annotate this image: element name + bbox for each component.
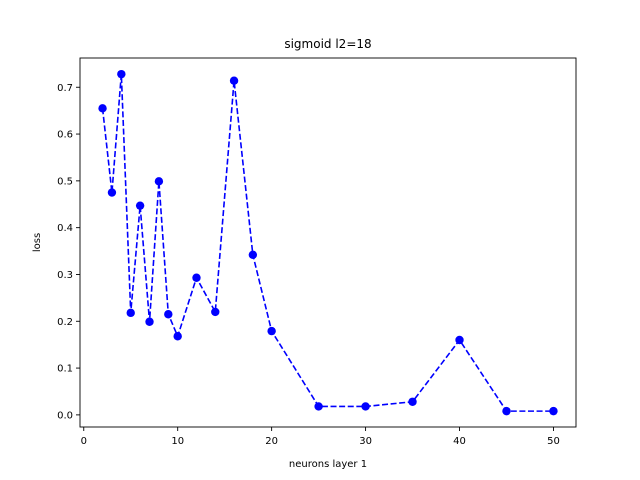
data-point [314,402,323,411]
data-point [455,335,464,345]
x-tick-label: 0 [81,436,87,447]
y-tick-label: 0.4 [57,223,73,234]
data-point [192,273,201,282]
data-point [549,406,558,416]
y-tick-label: 0.0 [57,410,73,421]
axes-frame [79,57,577,428]
chart-title: sigmoid l2=18 [284,37,371,51]
data-point [173,332,182,341]
y-tick-label: 0.1 [57,364,73,375]
y-tick-label: 0.3 [57,270,73,281]
plot-area [98,69,558,416]
x-tick-label: 10 [171,436,184,447]
data-point [117,69,126,79]
x-tick-label: 30 [359,436,372,447]
data-point [98,104,107,113]
data-point [107,188,117,197]
series-line [101,74,554,412]
x-tick-label: 50 [547,436,560,447]
y-tick-label: 0.5 [57,176,73,187]
data-point [267,326,276,336]
data-point [135,201,145,210]
data-point [361,402,370,411]
y-tick-label: 0.7 [57,83,73,94]
y-axis-label: loss [32,233,43,252]
x-tick-label: 40 [453,436,466,447]
y-tick-label: 0.2 [57,317,73,328]
data-point [502,406,511,416]
data-point [145,317,154,326]
y-tick-label: 0.6 [57,130,73,141]
data-point [248,250,258,260]
data-point [164,310,173,319]
x-tick-label: 20 [265,436,278,447]
data-point [154,177,164,186]
data-point [126,308,135,318]
data-point [211,307,220,317]
x-axis-label: neurons layer 1 [289,459,367,470]
data-point [408,397,417,406]
data-point [229,76,239,85]
